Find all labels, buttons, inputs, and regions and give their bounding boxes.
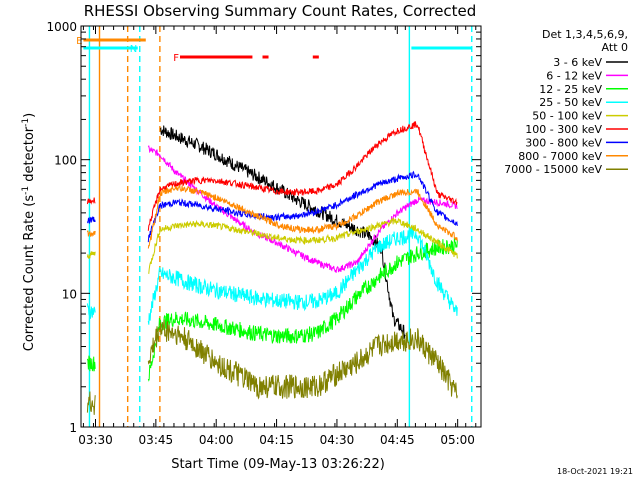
legend-label: 300 - 800 keV bbox=[525, 136, 602, 149]
series-line bbox=[86, 237, 458, 382]
y-axis-label-main: Corrected Count Rate (s bbox=[22, 195, 37, 352]
y-tick-label: 100 bbox=[54, 154, 77, 168]
y-axis-label-mid: detector bbox=[22, 126, 37, 186]
flag-bar-label: F bbox=[173, 53, 179, 64]
y-axis-label-sup2: -1 bbox=[21, 118, 31, 127]
vertical-markers bbox=[88, 26, 473, 427]
plot-area: E N F bbox=[76, 25, 482, 428]
series-lines bbox=[86, 121, 458, 415]
x-tick-label: 04:45 bbox=[380, 433, 415, 447]
series-line bbox=[86, 319, 458, 415]
legend-label: 12 - 25 keV bbox=[539, 83, 602, 96]
series-300-800-kev bbox=[86, 170, 458, 243]
series-line bbox=[86, 170, 458, 243]
series-line bbox=[86, 121, 458, 231]
x-tick-label: 03:45 bbox=[139, 433, 174, 447]
y-axis-label-sup1: -1 bbox=[21, 186, 31, 195]
x-tick-label: 04:00 bbox=[199, 433, 234, 447]
series-line bbox=[86, 225, 458, 325]
x-tick-label: 05:00 bbox=[440, 433, 475, 447]
series-7000-15000-kev bbox=[86, 319, 458, 415]
series-800-7000-kev bbox=[86, 184, 458, 249]
x-tick-label: 04:15 bbox=[259, 433, 294, 447]
y-tick-label: 1000 bbox=[46, 20, 77, 34]
series-50-100-kev bbox=[86, 217, 458, 275]
plot-frame bbox=[80, 25, 482, 428]
y-axis: 1 10 100 1000 bbox=[46, 20, 481, 435]
y-tick-label: 1 bbox=[69, 421, 77, 435]
series-100-300-kev bbox=[86, 121, 458, 231]
legend-label: 25 - 50 keV bbox=[539, 96, 602, 109]
legend-header-line: Att 0 bbox=[602, 41, 628, 54]
legend-label: 7000 - 15000 keV bbox=[504, 163, 602, 176]
series-line bbox=[86, 184, 458, 249]
flag-bar-label: N bbox=[130, 44, 137, 55]
y-tick-label: 10 bbox=[62, 287, 77, 301]
y-axis-label: Corrected Count Rate (s-1 detector-1) bbox=[21, 113, 37, 351]
legend-label: 100 - 300 keV bbox=[525, 123, 602, 136]
x-tick-label: 04:30 bbox=[320, 433, 355, 447]
series-12-25-kev bbox=[86, 237, 458, 382]
footer-date: 18-Oct-2021 19:21 bbox=[557, 467, 633, 476]
legend-header-line: Det 1,3,4,5,6,9, bbox=[542, 28, 628, 41]
y-axis-label-end: ) bbox=[22, 113, 37, 118]
series-line bbox=[86, 217, 458, 275]
legend-label: 800 - 7000 keV bbox=[518, 150, 602, 163]
x-axis-label: Start Time (09-May-13 03:26:22) bbox=[171, 457, 385, 472]
flag-bar-label: E bbox=[76, 36, 82, 47]
chart-title: RHESSI Observing Summary Count Rates, Co… bbox=[84, 2, 477, 20]
legend-label: 3 - 6 keV bbox=[553, 56, 602, 69]
series-25-50-kev bbox=[86, 225, 458, 325]
x-axis: 03:30 03:45 04:00 04:15 04:30 04:45 05:00 bbox=[78, 26, 477, 447]
legend-label: 50 - 100 keV bbox=[532, 110, 602, 123]
x-tick-label: 03:30 bbox=[78, 433, 113, 447]
legend-label: 6 - 12 keV bbox=[546, 69, 602, 82]
